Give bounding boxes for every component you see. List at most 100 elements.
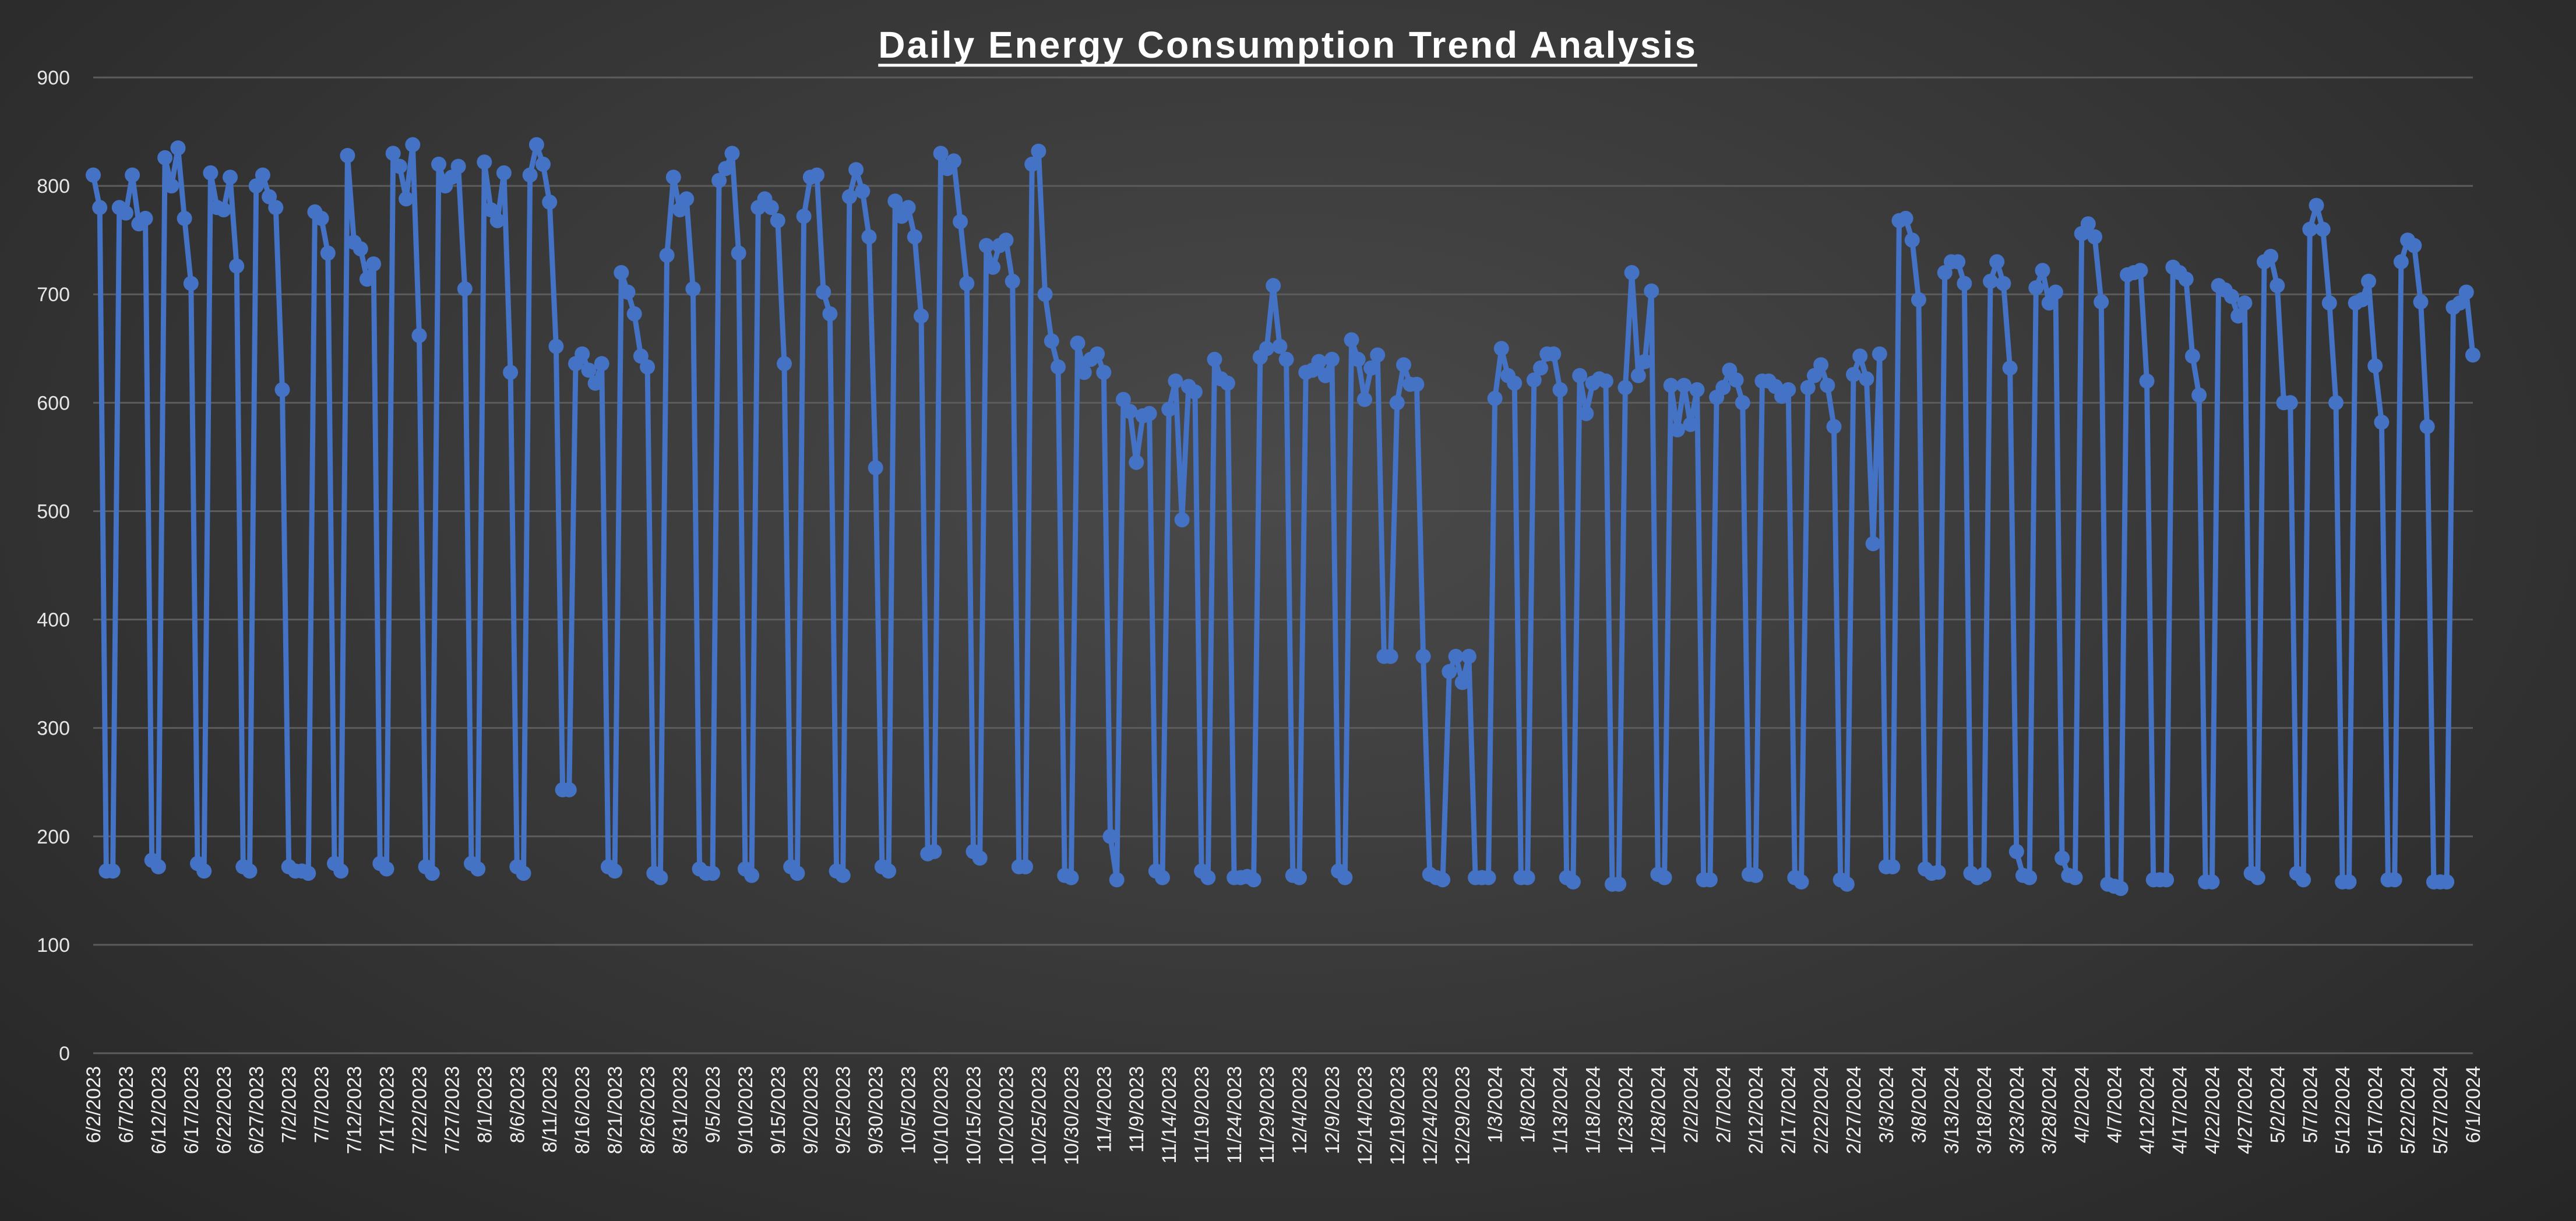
data-point	[848, 162, 864, 178]
data-point	[1350, 351, 1366, 367]
data-point	[1454, 675, 1470, 690]
data-point	[1526, 372, 1542, 388]
data-point	[809, 167, 824, 183]
data-point	[2022, 870, 2038, 885]
data-point	[118, 205, 133, 221]
x-tick-label: 2/27/2024	[1843, 1066, 1865, 1154]
data-point	[2361, 273, 2376, 289]
data-point	[868, 460, 883, 475]
data-point	[1781, 382, 1796, 397]
data-point	[1546, 346, 1562, 362]
x-tick-label: 7/7/2023	[311, 1066, 333, 1143]
y-tick-label: 800	[37, 175, 70, 197]
x-tick-label: 9/25/2023	[833, 1066, 855, 1154]
x-tick-label: 11/9/2023	[1126, 1066, 1148, 1153]
x-tick-label: 4/2/2024	[2071, 1066, 2094, 1143]
data-point	[203, 165, 219, 181]
data-point	[2315, 221, 2331, 237]
data-point	[522, 167, 538, 183]
data-point	[1533, 360, 1548, 376]
data-point	[1168, 373, 1183, 389]
data-point	[1572, 368, 1588, 383]
y-tick-label: 0	[59, 1043, 70, 1065]
x-tick-label: 12/4/2023	[1289, 1066, 1311, 1154]
data-point	[1005, 273, 1020, 289]
data-point	[164, 178, 179, 194]
x-tick-label: 8/21/2023	[604, 1066, 626, 1154]
x-tick-label: 11/19/2023	[1191, 1066, 1213, 1164]
data-point	[242, 863, 258, 879]
data-point	[1344, 332, 1359, 348]
chart-title: Daily Energy Consumption Trend Analysis	[878, 24, 1697, 66]
data-point	[1728, 372, 1744, 388]
data-point	[581, 362, 597, 378]
data-point	[1018, 859, 1033, 874]
data-point	[450, 158, 466, 174]
data-point	[92, 200, 108, 216]
x-tick-label: 9/30/2023	[865, 1066, 887, 1154]
data-point	[665, 170, 681, 185]
data-point	[2250, 870, 2265, 885]
data-point	[900, 200, 916, 216]
gridlines	[93, 76, 2473, 1054]
y-tick-label: 500	[37, 500, 70, 523]
data-point	[1044, 333, 1059, 349]
data-point	[359, 271, 375, 287]
data-point	[1676, 377, 1692, 393]
data-point	[431, 156, 446, 172]
data-point	[333, 863, 349, 879]
data-point	[2302, 221, 2318, 237]
data-point	[2406, 238, 2422, 253]
data-point	[1031, 143, 1046, 159]
data-point	[2008, 844, 2024, 859]
data-point	[424, 866, 440, 881]
data-point	[614, 265, 629, 280]
data-point	[177, 210, 192, 226]
data-point	[861, 229, 877, 245]
x-tick-label: 11/14/2023	[1158, 1066, 1180, 1164]
data-point	[1702, 872, 1718, 888]
x-tick-label: 7/2/2023	[279, 1066, 301, 1143]
data-point	[2159, 872, 2175, 888]
data-point	[1487, 390, 1503, 406]
data-point	[366, 256, 382, 272]
data-point	[379, 861, 394, 877]
data-point	[1950, 254, 1966, 270]
data-point	[105, 863, 121, 879]
y-tick-label: 400	[37, 609, 70, 631]
data-point	[503, 365, 519, 380]
data-point	[2354, 292, 2370, 308]
data-point	[2309, 197, 2324, 213]
x-tick-label: 1/23/2024	[1615, 1066, 1637, 1154]
x-tick-label: 6/27/2023	[246, 1066, 268, 1154]
x-tick-label: 9/10/2023	[735, 1066, 757, 1154]
data-point	[2028, 280, 2044, 296]
data-point	[1272, 338, 1288, 354]
data-point	[1161, 401, 1177, 417]
x-tick-label: 7/17/2023	[376, 1066, 399, 1154]
x-tick-label: 2/12/2024	[1745, 1066, 1767, 1154]
series-line-group	[90, 142, 2476, 891]
data-point	[1689, 382, 1705, 397]
data-point	[2419, 419, 2435, 435]
data-point	[2113, 881, 2129, 897]
data-point	[1800, 380, 1816, 396]
data-point	[138, 210, 153, 226]
data-point	[150, 859, 166, 874]
data-point	[1611, 876, 1627, 892]
data-point	[1983, 273, 1998, 289]
data-point	[1859, 371, 1874, 387]
y-tick-label: 200	[37, 826, 70, 848]
data-point	[822, 306, 838, 322]
x-tick-label: 3/13/2024	[1941, 1066, 1963, 1154]
data-point	[1363, 360, 1379, 376]
data-point	[770, 213, 785, 228]
data-point	[2465, 347, 2480, 363]
x-tick-label: 10/25/2023	[1028, 1066, 1050, 1165]
x-tick-label: 1/3/2024	[1485, 1066, 1507, 1143]
data-point	[777, 356, 792, 372]
x-tick-label: 5/7/2024	[2299, 1066, 2321, 1143]
x-tick-label: 11/24/2023	[1224, 1066, 1246, 1164]
data-point	[340, 148, 355, 163]
x-tick-label: 11/29/2023	[1256, 1066, 1278, 1164]
